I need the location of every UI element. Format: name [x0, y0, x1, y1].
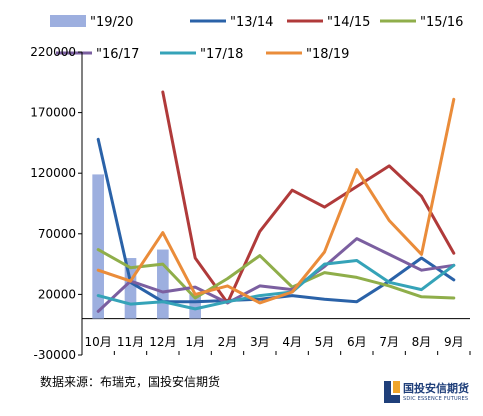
chart: "19/20 "13/14 "14/15 "15/16 "16/17 "17/18 "18/…	[30, 15, 471, 362]
x-tick-label: 8月	[412, 335, 432, 349]
logo-name: 国投安信期货	[403, 382, 469, 395]
axes: 220000 170000 120000 70000 20000 -30000 10月 11月…	[30, 45, 471, 362]
bar-19-20	[124, 258, 137, 319]
y-tick-label: 70000	[38, 227, 76, 241]
line-series	[96, 90, 456, 313]
y-tick-label: -30000	[33, 348, 76, 362]
x-tick-label: 6月	[347, 335, 367, 349]
logo-icon	[384, 381, 400, 403]
x-tick-label: 2月	[218, 335, 238, 349]
y-tick-label: 20000	[38, 287, 76, 301]
x-tick-label: 9月	[444, 335, 464, 349]
legend-label: "16/17	[96, 47, 139, 62]
x-tick-label: 12月	[149, 335, 176, 349]
legend-label: "13/14	[230, 15, 273, 30]
y-tick-label: 220000	[30, 45, 76, 59]
legend-label: "17/18	[200, 47, 243, 62]
source-note: 数据来源：布瑞克，国投安信期货	[40, 375, 221, 389]
bar-19-20	[157, 249, 169, 319]
y-tick-label: 170000	[30, 106, 76, 120]
x-tick-label: 4月	[282, 335, 302, 349]
x-tick-label: 3月	[250, 335, 270, 349]
legend-label: "19/20	[90, 15, 133, 30]
legend: "19/20 "13/14 "14/15 "15/16 "16/17 "17/18 "18/…	[50, 15, 463, 62]
series-line-3	[96, 237, 456, 313]
series-line-4	[96, 259, 456, 311]
legend-label: "15/16	[420, 15, 463, 30]
x-tick-label: 1月	[185, 335, 205, 349]
legend-swatch	[50, 15, 86, 27]
x-tick-label: 5月	[315, 335, 335, 349]
logo-name-en: SDIC ESSENCE FUTURES	[403, 396, 469, 402]
bar-series	[92, 174, 201, 319]
legend-label: "14/15	[327, 15, 370, 30]
series-line-0	[96, 137, 456, 304]
bar-19-20	[92, 174, 104, 319]
series-line-2	[96, 248, 456, 300]
legend-label: "18/19	[306, 47, 349, 62]
series-line-5	[96, 97, 456, 305]
series-line-1	[161, 90, 456, 305]
x-tick-label: 7月	[379, 335, 399, 349]
x-tick-label: 10月	[85, 335, 112, 349]
y-tick-label: 120000	[30, 166, 76, 180]
company-logo: 国投安信期货 SDIC ESSENCE FUTURES	[384, 380, 479, 408]
bar-19-20	[189, 294, 201, 319]
x-tick-label: 11月	[117, 335, 144, 349]
